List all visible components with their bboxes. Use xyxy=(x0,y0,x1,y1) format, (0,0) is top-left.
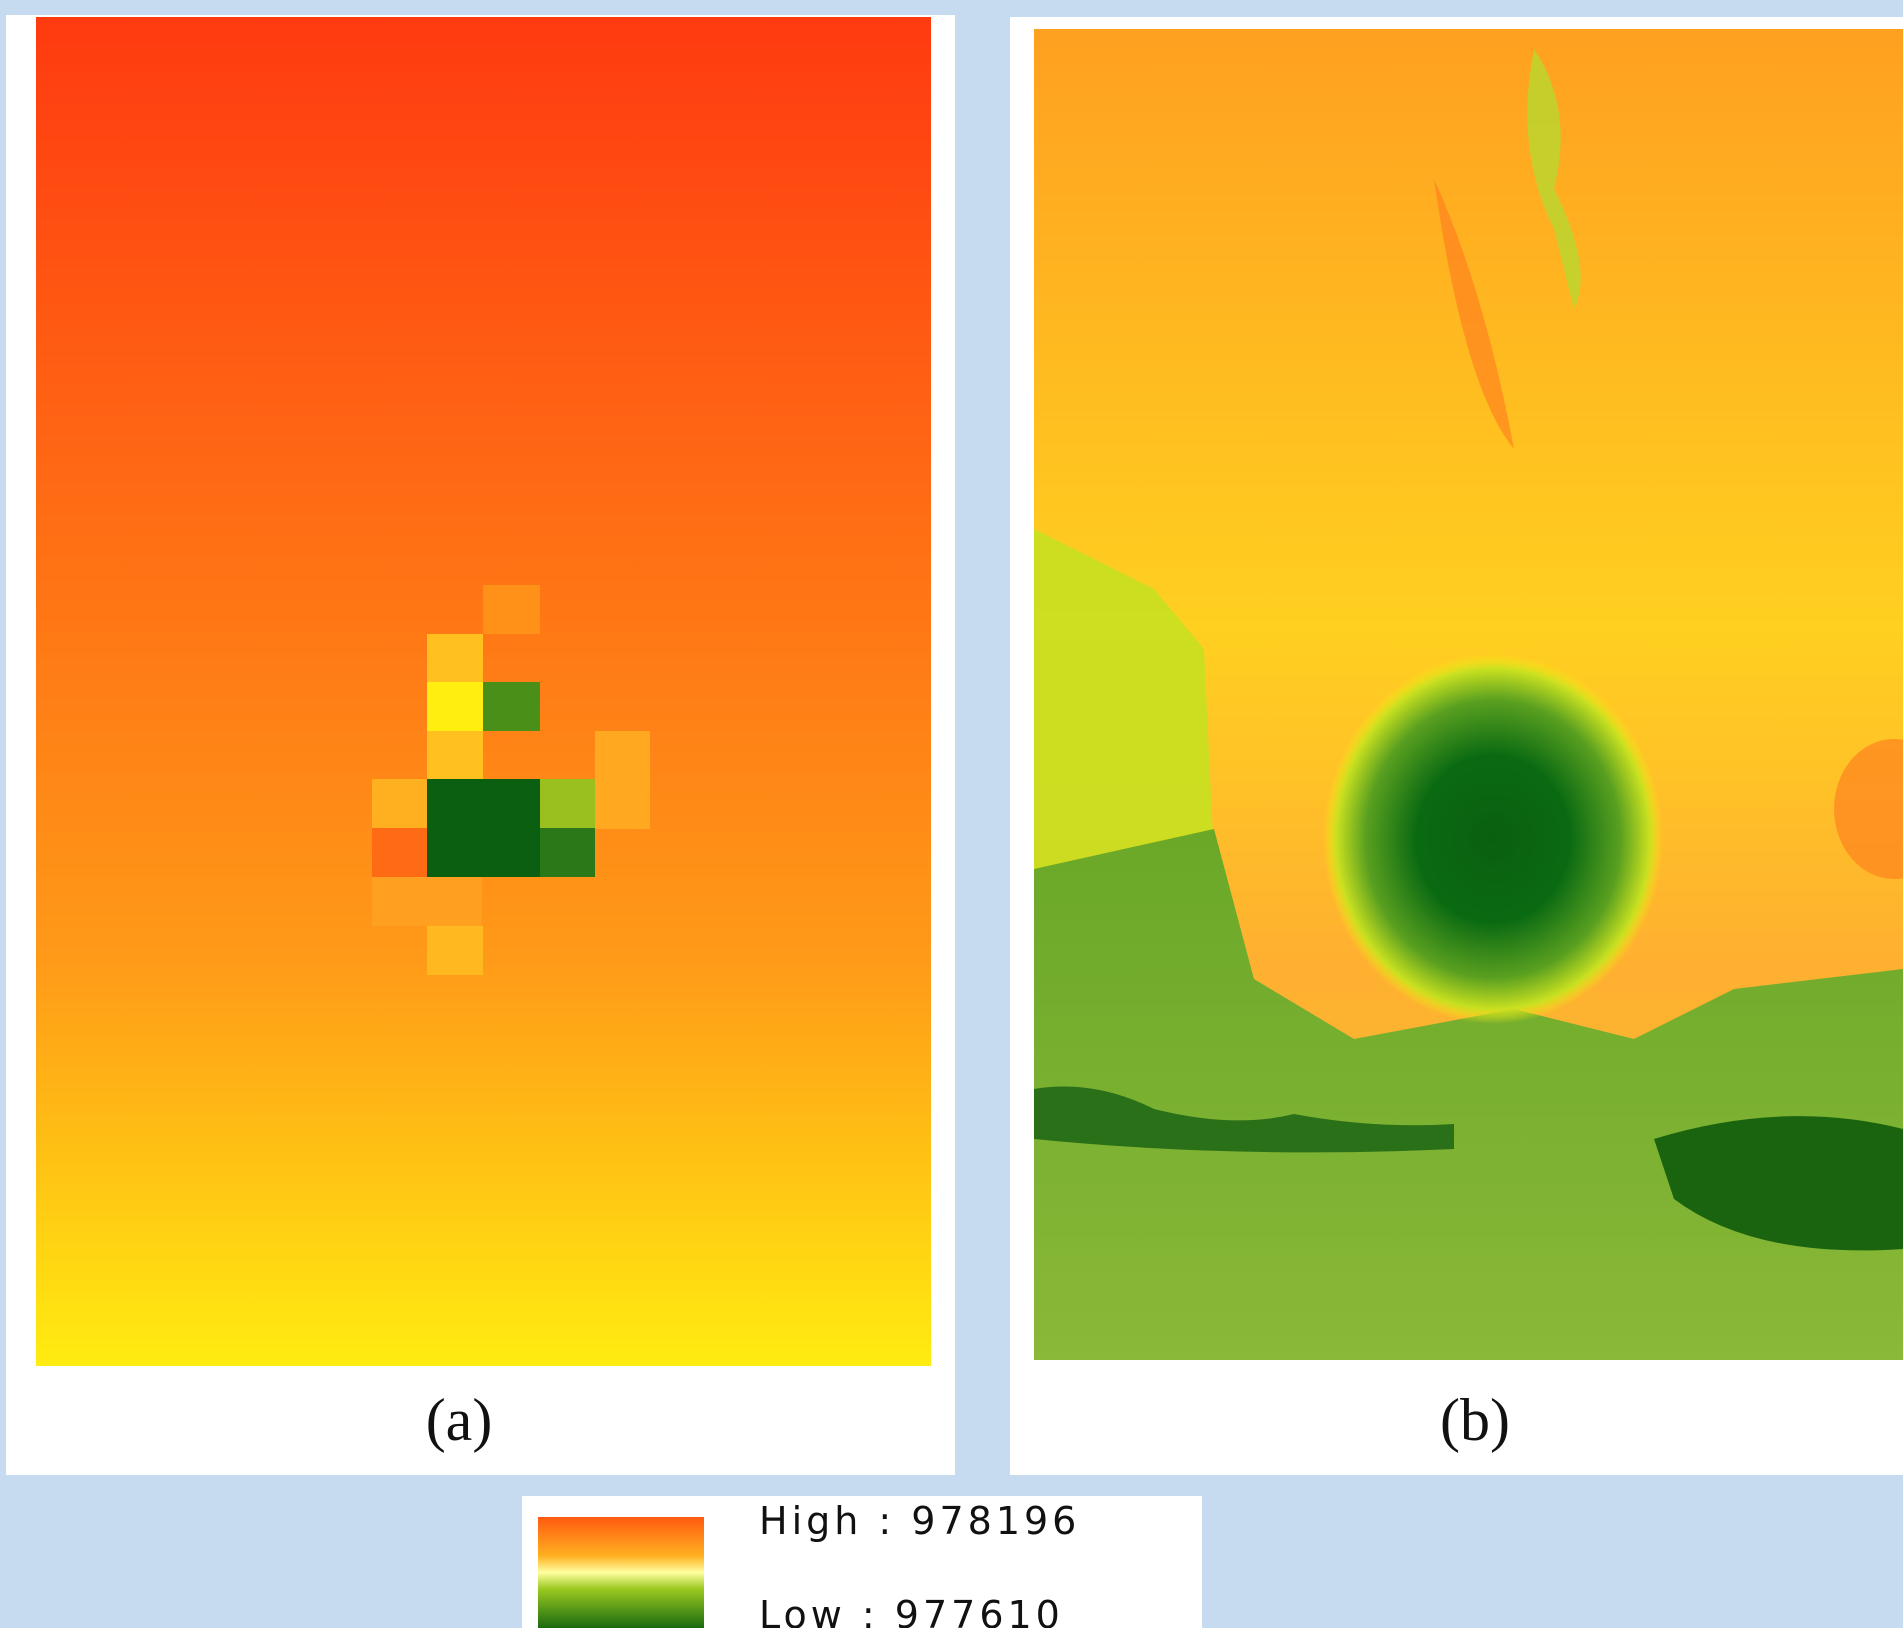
map-a-cells xyxy=(372,585,650,975)
legend-high: High : 978196 xyxy=(759,1499,1080,1543)
map-b xyxy=(1034,29,1903,1360)
legend-low: Low : 977610 xyxy=(759,1593,1064,1628)
legend-swatch xyxy=(538,1517,704,1628)
panel-label: (b) xyxy=(1440,1387,1510,1453)
panel-label: (a) xyxy=(426,1387,493,1453)
